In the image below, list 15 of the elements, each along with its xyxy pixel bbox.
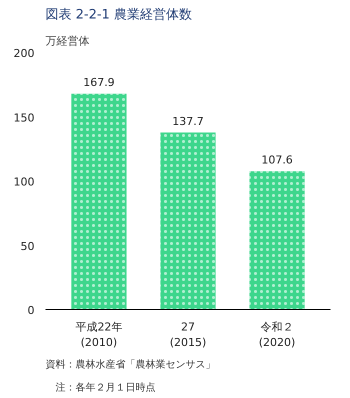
y-axis-title: 万経営体 — [46, 34, 90, 48]
data-label: 167.9 — [83, 76, 115, 90]
text: 注：各年２月１日時点 — [46, 382, 156, 394]
y-tick-label: 50 — [20, 240, 35, 253]
y-tick-label: 150 — [14, 111, 35, 124]
y-tick-label: 200 — [14, 47, 35, 60]
chart-title: 図表 2-2-1 農業経営体数 — [46, 8, 192, 22]
data-label: 107.6 — [261, 154, 293, 167]
x-tick-label: 平成22年 (2010) — [75, 320, 122, 350]
text: 資料：農林水産省「農林業センサス」 — [46, 358, 216, 370]
data-label: 137.7 — [172, 114, 204, 128]
y-tick-label: 0 — [28, 304, 34, 317]
y-tick-label: 100 — [14, 176, 35, 188]
x-tick-label: 27 (2015) — [170, 320, 206, 350]
x-tick-label: 令和２ (2020) — [258, 320, 296, 350]
